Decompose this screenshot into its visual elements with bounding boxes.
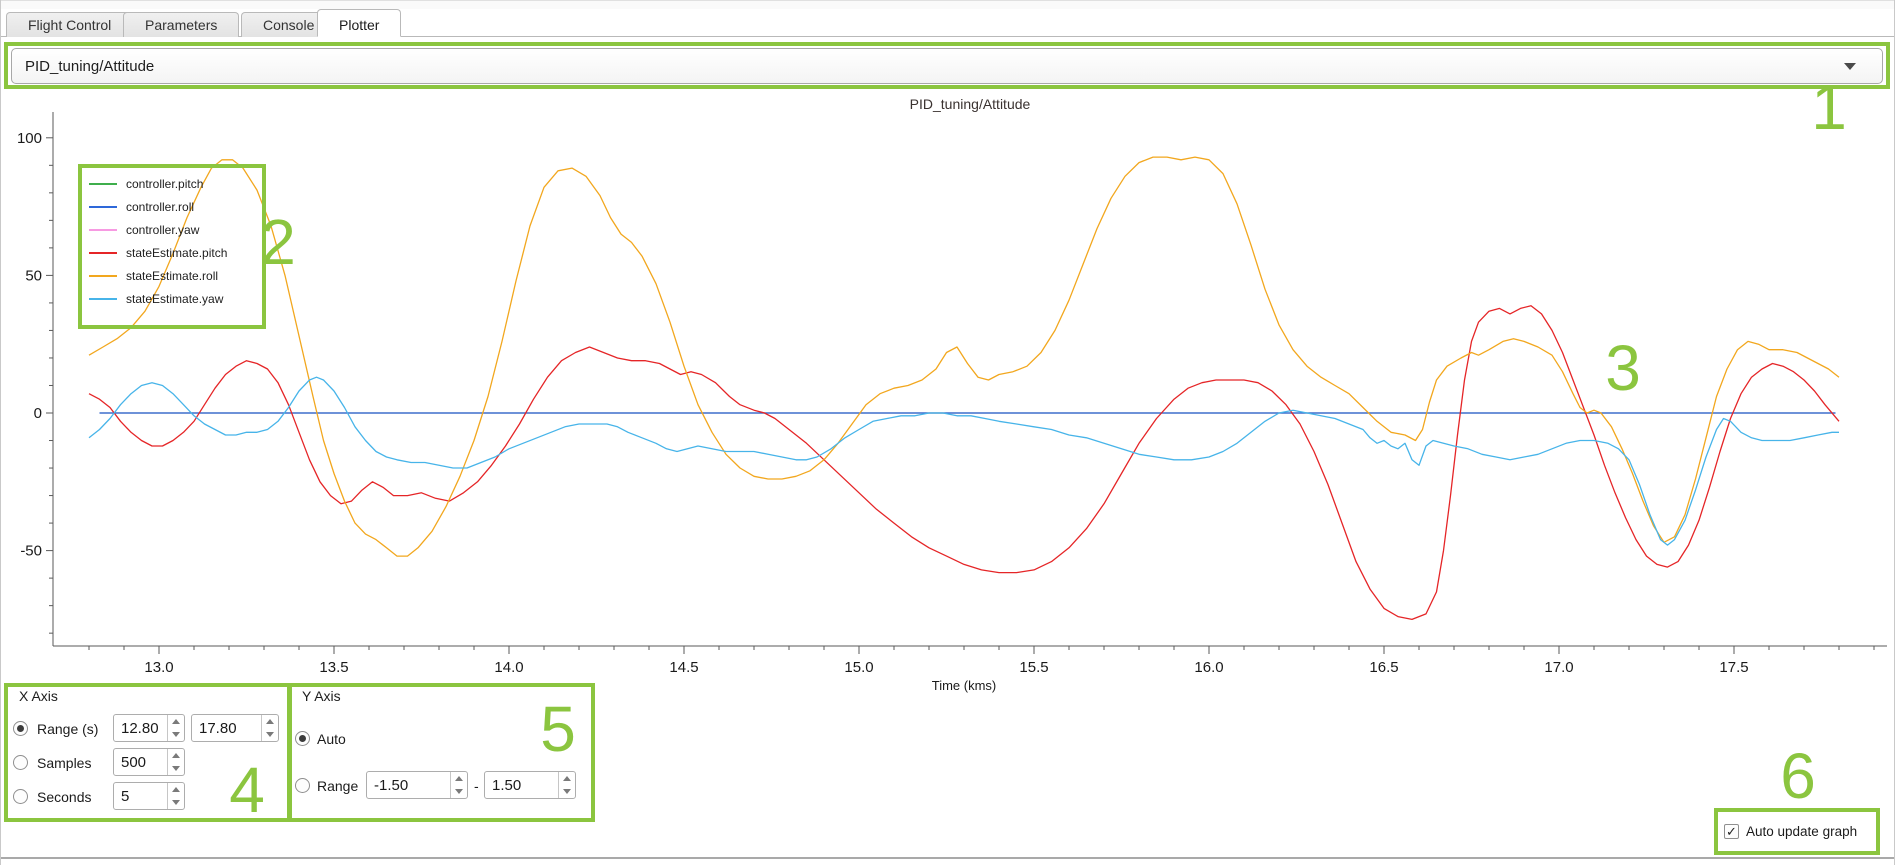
x-seconds-radio-label[interactable]: Seconds <box>37 789 92 805</box>
y-range-min-value[interactable]: -1.50 <box>374 776 409 794</box>
svg-text:13.5: 13.5 <box>319 659 348 676</box>
legend-line-swatch <box>89 205 117 208</box>
tab-parameters[interactable]: Parameters <box>123 12 240 37</box>
x-samples-steppers[interactable] <box>167 749 184 775</box>
legend-line-swatch <box>89 182 117 185</box>
legend-label: stateEstimate.pitch <box>126 245 228 260</box>
step-down-icon[interactable] <box>168 796 184 809</box>
svg-text:14.0: 14.0 <box>494 659 523 676</box>
step-down-icon[interactable] <box>451 785 467 798</box>
step-down-icon[interactable] <box>262 728 278 741</box>
x-seconds-value[interactable]: 5 <box>121 787 130 805</box>
x-axis-panel-title: X Axis <box>19 688 58 704</box>
x-range-max-steppers[interactable] <box>261 715 278 741</box>
svg-text:17.0: 17.0 <box>1544 659 1573 676</box>
legend-label: stateEstimate.yaw <box>126 291 224 306</box>
step-down-icon[interactable] <box>559 785 575 798</box>
legend-item: controller.yaw <box>89 218 257 241</box>
annotation-digit-6: 6 <box>1780 740 1816 812</box>
y-range-max-steppers[interactable] <box>558 772 575 798</box>
y-range-max-spinbox[interactable]: 1.50 <box>484 771 576 799</box>
x-range-min-steppers[interactable] <box>167 715 184 741</box>
auto-update-label[interactable]: Auto update graph <box>1746 824 1858 839</box>
svg-text:50: 50 <box>25 267 42 284</box>
y-range-radio[interactable] <box>295 778 310 793</box>
svg-text:17.5: 17.5 <box>1719 659 1748 676</box>
legend-label: stateEstimate.roll <box>126 268 219 283</box>
legend-item: stateEstimate.pitch <box>89 241 257 264</box>
step-down-icon[interactable] <box>168 728 184 741</box>
svg-text:14.5: 14.5 <box>669 659 698 676</box>
legend-item: controller.pitch <box>89 172 257 195</box>
svg-text:100: 100 <box>17 130 42 147</box>
window-bottom-border <box>1 857 1894 859</box>
x-samples-radio-label[interactable]: Samples <box>37 755 92 771</box>
x-range-radio[interactable] <box>13 721 28 736</box>
y-range-min-spinbox[interactable]: -1.50 <box>366 771 468 799</box>
y-range-max-value[interactable]: 1.50 <box>492 776 522 794</box>
y-axis-panel: Y Axis Auto Range -1.50 - 1.50 <box>288 683 595 822</box>
legend-label: controller.yaw <box>126 222 200 237</box>
tab-bar: Flight Control Parameters Console Plotte… <box>1 9 1894 37</box>
step-up-icon[interactable] <box>168 749 184 762</box>
legend-label: controller.roll <box>126 199 195 214</box>
tab-bar-baseline <box>1 36 1894 37</box>
chevron-down-icon <box>1844 62 1856 70</box>
y-range-separator: - <box>474 778 479 794</box>
legend-item: stateEstimate.yaw <box>89 287 257 310</box>
legend-line-swatch <box>89 228 117 231</box>
plot-topic-value: PID_tuning/Attitude <box>25 57 155 75</box>
plot-topic-dropdown[interactable]: PID_tuning/Attitude <box>11 48 1883 84</box>
x-range-radio-label[interactable]: Range (s) <box>37 721 99 737</box>
plot-canvas: 100 50 0 -50 13.0 13.5 14.0 14.5 15.0 15.5 16.0 16.… <box>17 112 1887 693</box>
legend-line-swatch <box>89 297 117 300</box>
y-auto-radio[interactable] <box>295 731 310 746</box>
legend-line-swatch <box>89 274 117 277</box>
window-top-strip <box>1 0 1894 9</box>
svg-text:15.5: 15.5 <box>1019 659 1048 676</box>
step-down-icon[interactable] <box>168 762 184 775</box>
step-up-icon[interactable] <box>168 715 184 728</box>
tab-plotter[interactable]: Plotter <box>317 9 402 37</box>
x-seconds-steppers[interactable] <box>167 783 184 809</box>
legend-label: controller.pitch <box>126 176 204 191</box>
legend-line-swatch <box>89 251 117 254</box>
tab-flight-control[interactable]: Flight Control <box>6 12 134 37</box>
x-samples-radio[interactable] <box>13 755 28 770</box>
svg-text:0: 0 <box>34 405 42 422</box>
step-up-icon[interactable] <box>559 772 575 785</box>
x-range-min-spinbox[interactable]: 12.80 <box>113 714 185 742</box>
step-up-icon[interactable] <box>168 783 184 796</box>
step-up-icon[interactable] <box>451 772 467 785</box>
auto-update-group: ✓ Auto update graph <box>1714 808 1880 855</box>
legend-item: controller.roll <box>89 195 257 218</box>
x-range-max-spinbox[interactable]: 17.80 <box>191 714 279 742</box>
x-range-max-value[interactable]: 17.80 <box>199 719 237 737</box>
svg-text:13.0: 13.0 <box>144 659 173 676</box>
x-seconds-spinbox[interactable]: 5 <box>113 782 185 810</box>
step-up-icon[interactable] <box>262 715 278 728</box>
svg-text:-50: -50 <box>20 543 42 560</box>
svg-text:16.5: 16.5 <box>1369 659 1398 676</box>
chart-legend: controller.pitch controller.roll controlle… <box>89 172 257 310</box>
y-axis-panel-title: Y Axis <box>302 688 341 704</box>
x-axis-panel: X Axis Range (s) 12.80 17.80 Samples 500… <box>4 683 291 822</box>
legend-item: stateEstimate.roll <box>89 264 257 287</box>
y-auto-radio-label[interactable]: Auto <box>317 731 346 747</box>
x-samples-value[interactable]: 500 <box>121 753 147 771</box>
x-seconds-radio[interactable] <box>13 789 28 804</box>
svg-text:16.0: 16.0 <box>1194 659 1223 676</box>
svg-text:15.0: 15.0 <box>844 659 873 676</box>
auto-update-checkbox[interactable]: ✓ <box>1724 824 1739 839</box>
y-range-min-steppers[interactable] <box>450 772 467 798</box>
y-range-radio-label[interactable]: Range <box>317 778 359 794</box>
chart-title: PID_tuning/Attitude <box>909 96 1031 112</box>
x-samples-spinbox[interactable]: 500 <box>113 748 185 776</box>
x-range-min-value[interactable]: 12.80 <box>121 719 159 737</box>
svg-text:Time (kms): Time (kms) <box>932 678 997 693</box>
